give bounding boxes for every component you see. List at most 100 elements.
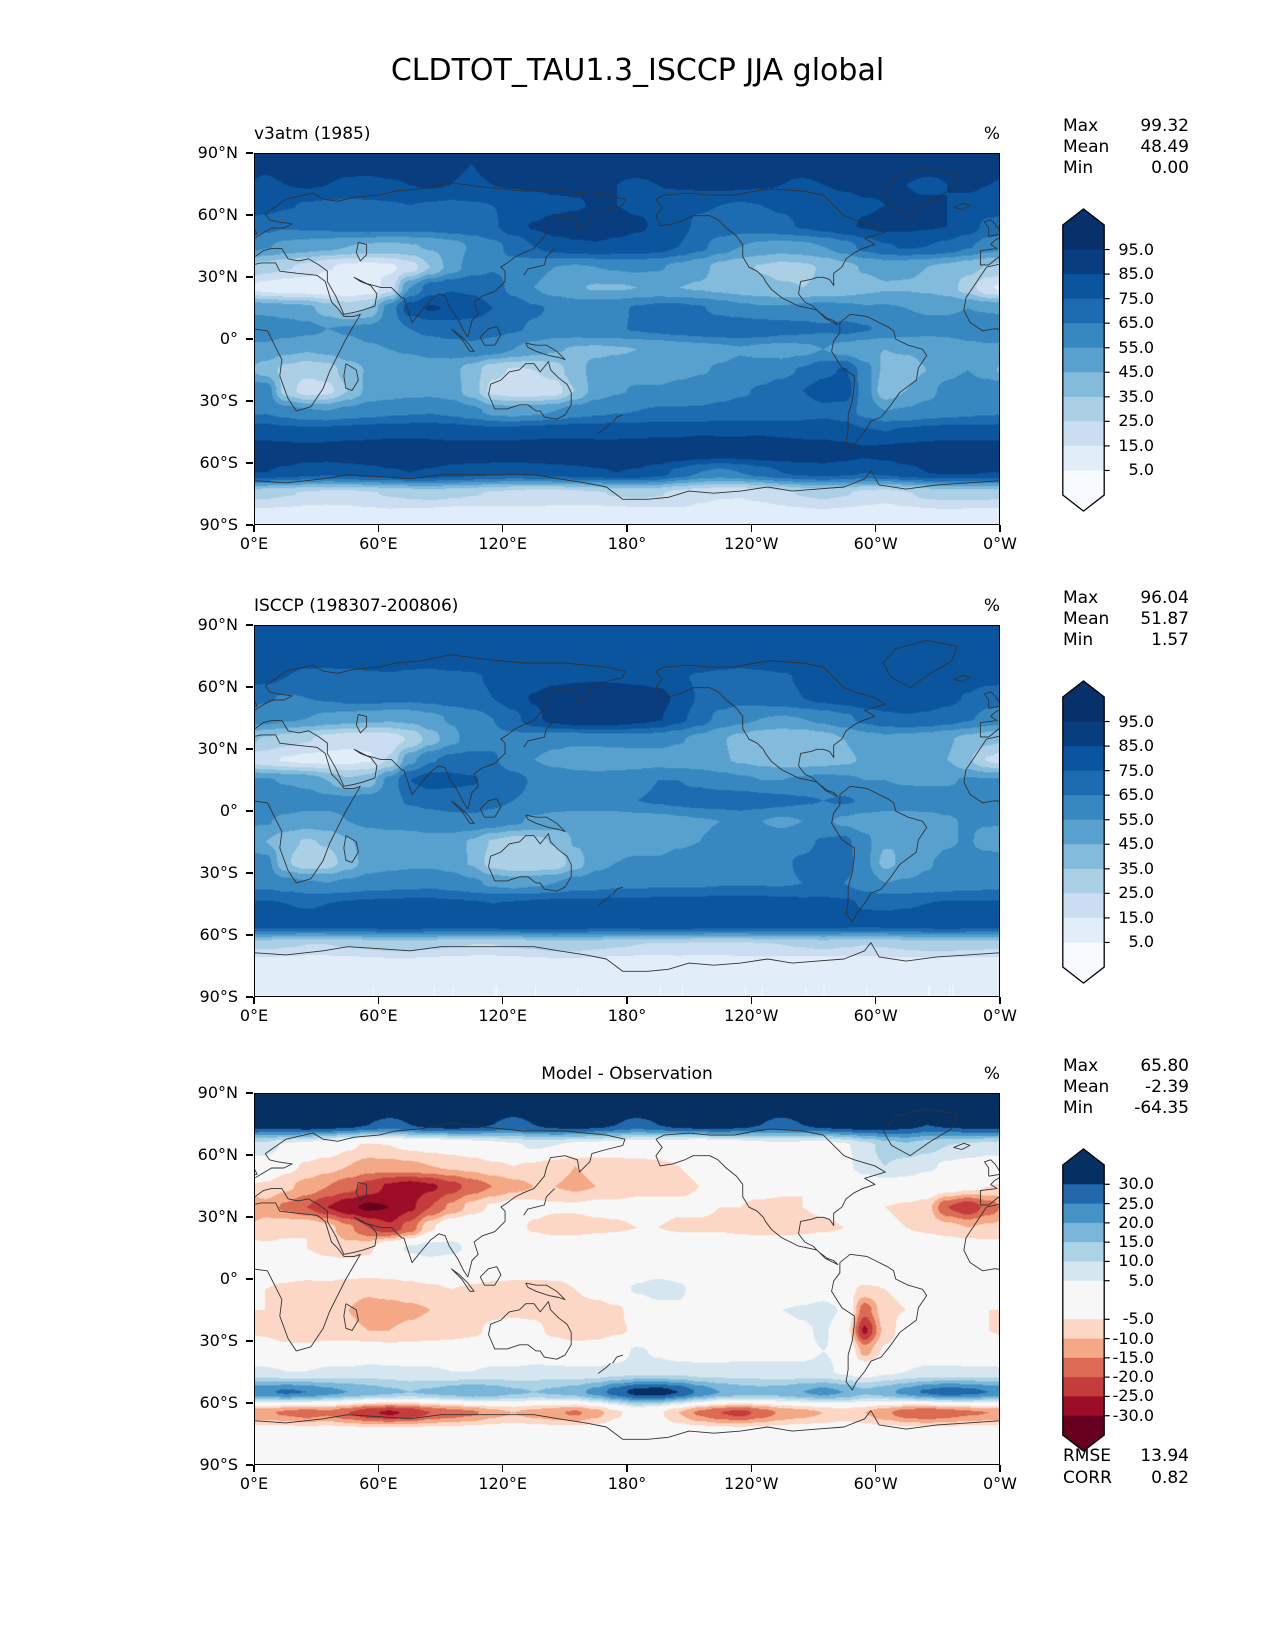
coastline-path	[255, 692, 257, 708]
colorbar-arrow	[1062, 495, 1105, 512]
colorbar-segment	[1062, 470, 1105, 496]
lon-tick-mark	[253, 525, 255, 532]
coastline-path	[255, 943, 999, 972]
colorbar-outline	[1062, 208, 1105, 512]
coastline-path	[480, 327, 501, 346]
coastline-path	[980, 183, 999, 337]
coastline-path	[613, 415, 623, 423]
stat-max-value: 65.80	[1140, 1056, 1189, 1076]
lon-tick-mark	[253, 1465, 255, 1472]
colorbar-arrow	[1062, 1435, 1105, 1452]
coastline-path	[656, 1129, 885, 1265]
coastline-path	[985, 220, 999, 236]
lon-tick-mark	[501, 525, 504, 532]
coastline-path	[356, 1182, 366, 1201]
figure-title: CLDTOT_TAU1.3_ISCCP JJA global	[390, 53, 885, 88]
lat-tick-label: 30°N	[197, 1207, 238, 1226]
lat-tick-mark	[246, 748, 253, 750]
lat-tick-label: 90°N	[197, 615, 238, 634]
stat-min-label: Min	[1063, 158, 1094, 178]
colorbar-tick-label: 5.0	[1128, 1270, 1154, 1290]
lon-tick-label: 0°E	[239, 534, 269, 553]
colorbar-tick-label: 85.0	[1118, 736, 1154, 756]
coastline-path	[964, 1203, 999, 1351]
coastline-path	[598, 895, 610, 905]
colorbar-tick-label: 5.0	[1128, 460, 1154, 480]
lon-tick-mark	[999, 1465, 1001, 1472]
lon-tick-mark	[874, 1465, 877, 1472]
lon-tick-label: 60°W	[853, 1006, 898, 1025]
coastline-path	[489, 1302, 572, 1360]
lon-tick-label: 0°W	[983, 1474, 1017, 1493]
colorbar	[1062, 208, 1112, 512]
lat-tick-label: 60°S	[199, 1393, 238, 1412]
colorbar-outline	[1062, 1148, 1105, 1452]
colorbar-segment	[1062, 1396, 1105, 1417]
lon-tick-label: 180°	[607, 534, 647, 553]
coastline-path	[954, 203, 971, 209]
unit-label: %	[983, 124, 1000, 144]
lat-tick-label: 30°S	[199, 1331, 238, 1350]
colorbar	[1062, 680, 1112, 984]
colorbar-segment	[1062, 795, 1105, 821]
stat-min-value: 1.57	[1151, 630, 1189, 650]
coastline-path	[480, 1267, 501, 1286]
colorbar-tick-label: -25.0	[1112, 1386, 1154, 1406]
lat-tick-mark	[246, 400, 253, 402]
colorbar-svg	[1062, 1148, 1110, 1452]
colorbar-arrow	[1062, 208, 1105, 225]
coastline-path	[451, 1269, 474, 1292]
colorbar-tick-label: 75.0	[1118, 760, 1154, 780]
stats-block: Max 99.32 Mean 48.49 Min 0.00	[1063, 116, 1189, 179]
colorbar-tick-label: 45.0	[1118, 362, 1154, 382]
lat-tick-mark	[246, 1216, 253, 1218]
colorbar-segment	[1062, 347, 1105, 373]
lon-tick-mark	[377, 525, 380, 532]
lat-tick-mark	[246, 1154, 253, 1156]
stat-mean-value: 48.49	[1140, 137, 1189, 157]
lat-tick-label: 90°S	[199, 515, 238, 534]
lon-tick-mark	[874, 997, 877, 1004]
colorbar-tick-label: 45.0	[1118, 834, 1154, 854]
map-canvas	[255, 1094, 999, 1464]
colorbar-tick-label: 55.0	[1118, 809, 1154, 829]
colorbar-segment	[1062, 893, 1105, 919]
colorbar-segment	[1062, 844, 1105, 870]
lat-tick-label: 60°S	[199, 453, 238, 472]
lon-tick-mark	[999, 997, 1001, 1004]
lat-tick-mark	[246, 686, 253, 688]
lat-tick-mark	[246, 1340, 253, 1342]
colorbar-segment	[1062, 372, 1105, 398]
coastline-overlay	[255, 1094, 999, 1464]
stat-mean-value: -2.39	[1145, 1077, 1189, 1097]
colorbar-tick-label: 75.0	[1118, 288, 1154, 308]
coastline-path	[964, 263, 999, 411]
lon-tick-label: 180°	[607, 1006, 647, 1025]
lon-tick-label: 60°E	[359, 1474, 398, 1493]
lon-tick-label: 120°E	[478, 1474, 527, 1493]
coastline-overlay	[255, 154, 999, 524]
colorbar-tick-label: 55.0	[1118, 337, 1154, 357]
coastline-path	[451, 801, 474, 824]
coastline-path	[964, 735, 999, 883]
colorbar-tick-label: 10.0	[1118, 1251, 1154, 1271]
lat-tick-label: 0°	[219, 1269, 238, 1288]
lon-tick-mark	[626, 525, 628, 532]
stat-max-label: Max	[1063, 588, 1099, 608]
coastline-path	[255, 1160, 257, 1176]
colorbar-tick-label: -10.0	[1112, 1328, 1154, 1348]
coastline-path	[344, 836, 358, 863]
lon-tick-label: 120°W	[724, 1474, 779, 1493]
stat-max-value: 99.32	[1140, 116, 1189, 136]
coastline-path	[832, 786, 927, 922]
stat-mean-label: Mean	[1063, 137, 1110, 157]
stat-min-label: Min	[1063, 1098, 1094, 1118]
lon-tick-mark	[750, 997, 753, 1004]
lon-tick-label: 0°W	[983, 534, 1017, 553]
coastline-path	[980, 1123, 999, 1277]
colorbar-tick-label: -30.0	[1112, 1405, 1154, 1425]
panel-title: Model - Observation	[541, 1064, 713, 1084]
lat-tick-label: 60°N	[197, 205, 238, 224]
lat-tick-mark	[246, 810, 253, 812]
